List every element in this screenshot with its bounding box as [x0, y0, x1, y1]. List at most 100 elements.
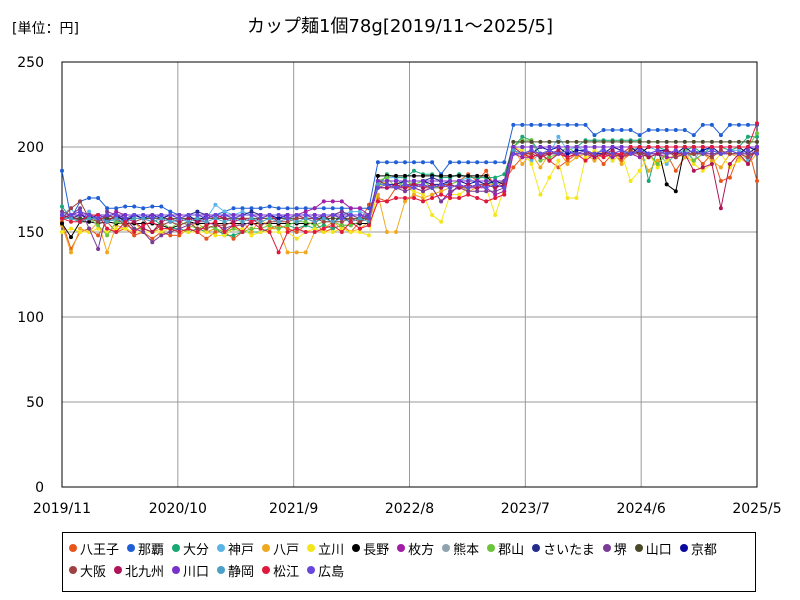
data-point [538, 192, 543, 197]
data-point [746, 122, 750, 127]
data-point [610, 158, 615, 163]
data-point [231, 219, 236, 224]
plot-frame [61, 61, 758, 488]
data-point [294, 206, 299, 211]
data-point [78, 213, 83, 217]
data-point [258, 216, 263, 221]
data-point [78, 226, 83, 231]
data-point [213, 216, 218, 221]
data-point [646, 151, 651, 156]
data-point [348, 223, 353, 228]
y-tick-label: 100 [17, 310, 44, 326]
data-point [565, 122, 570, 127]
data-point [673, 148, 678, 153]
legend-item: 広島 [307, 561, 344, 580]
data-point [547, 175, 552, 180]
data-point [168, 219, 173, 224]
data-point [637, 145, 642, 149]
data-point [366, 216, 371, 221]
data-point [601, 162, 606, 166]
data-point [673, 168, 678, 173]
data-point [339, 206, 344, 211]
data-point [375, 160, 380, 165]
data-point [348, 216, 353, 221]
data-point [628, 179, 633, 183]
data-point [195, 226, 200, 231]
data-point [718, 206, 723, 211]
data-point [736, 155, 741, 160]
data-point [430, 179, 435, 183]
data-point [303, 230, 308, 234]
data-point [646, 168, 651, 173]
data-point [655, 165, 660, 170]
data-point [700, 162, 705, 166]
data-point [285, 230, 290, 234]
data-point [511, 151, 516, 156]
data-point [285, 250, 290, 255]
legend-label: 八王子 [80, 542, 120, 558]
data-point [646, 145, 651, 149]
data-point [556, 148, 561, 153]
data-point [150, 213, 155, 217]
data-point [87, 216, 92, 221]
data-point [493, 175, 498, 180]
data-point [132, 213, 137, 217]
data-point [673, 145, 678, 149]
data-point [384, 175, 389, 180]
data-point [673, 155, 678, 160]
legend-label: 川口 [183, 564, 210, 580]
data-point [755, 139, 759, 144]
data-point [195, 209, 200, 214]
data-point [547, 145, 552, 149]
data-point [150, 236, 155, 241]
legend-marker-icon [442, 544, 451, 552]
data-point [240, 223, 245, 228]
data-point [294, 216, 299, 221]
data-point [457, 173, 462, 178]
data-point [466, 179, 471, 183]
data-point [565, 151, 570, 156]
data-point [132, 219, 137, 224]
data-point [60, 221, 64, 226]
data-point [583, 148, 588, 153]
data-point [394, 173, 398, 178]
data-point [222, 233, 227, 238]
legend-label: 熊本 [453, 542, 480, 558]
data-point [168, 209, 173, 214]
data-point [439, 179, 444, 183]
data-point [222, 230, 227, 234]
legend-label: 京都 [690, 542, 717, 558]
data-point [529, 122, 534, 127]
x-tick-label: 2024/6 [617, 501, 666, 517]
data-point [123, 204, 128, 209]
data-point [384, 199, 389, 204]
data-point [159, 226, 164, 231]
data-point [267, 204, 272, 209]
y-tick-label: 0 [35, 480, 44, 496]
data-point [475, 160, 480, 165]
data-point [213, 226, 218, 231]
data-point [96, 226, 101, 231]
data-point [610, 145, 615, 149]
data-point [619, 148, 624, 153]
data-point [150, 230, 155, 234]
data-point [69, 216, 73, 221]
data-point [105, 219, 110, 224]
legend-marker-icon [634, 544, 643, 552]
data-point [114, 230, 119, 234]
data-point [637, 139, 642, 144]
data-point [746, 151, 750, 156]
data-point [475, 185, 480, 190]
data-point [583, 155, 588, 160]
data-point [709, 155, 714, 160]
data-point [412, 185, 416, 190]
data-point [448, 196, 453, 200]
data-point [709, 148, 714, 153]
data-point [727, 122, 732, 127]
data-point [132, 226, 137, 231]
data-point [96, 196, 101, 200]
data-point [556, 158, 561, 163]
data-point [421, 192, 425, 197]
data-point [114, 213, 119, 217]
data-point [538, 158, 543, 163]
